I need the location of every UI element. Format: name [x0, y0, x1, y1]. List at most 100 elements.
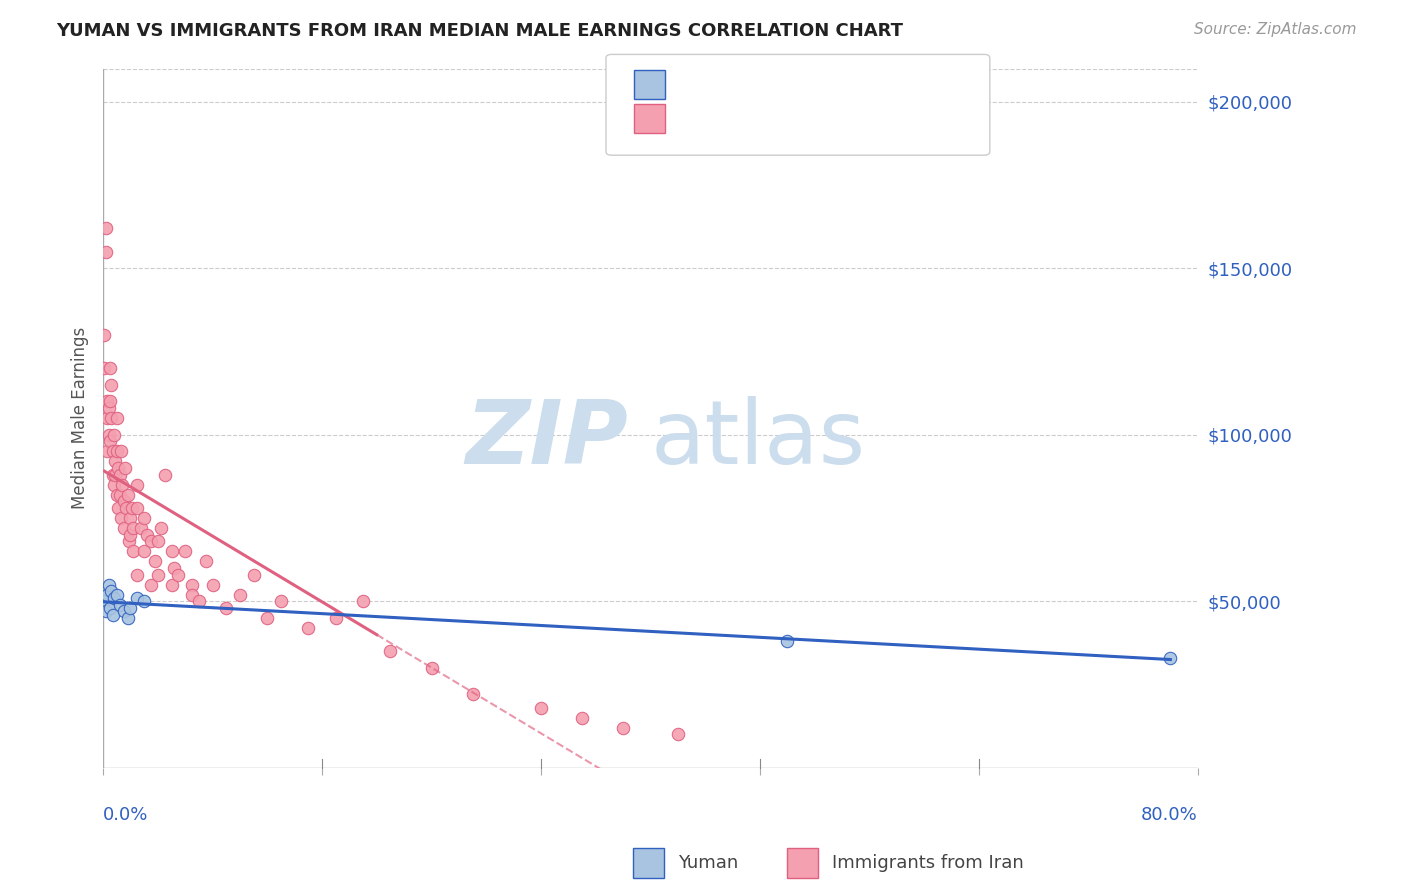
Text: ZIP: ZIP — [465, 395, 628, 483]
Point — [127, 501, 149, 516]
Point — [134, 511, 156, 525]
Point — [139, 577, 162, 591]
Point — [100, 411, 122, 425]
Point — [101, 607, 124, 622]
Point — [108, 467, 131, 482]
Point — [201, 577, 224, 591]
Point — [242, 567, 264, 582]
Point — [194, 554, 217, 568]
Text: N =: N = — [792, 76, 831, 94]
Point — [105, 588, 128, 602]
Point — [461, 688, 484, 702]
Point — [270, 594, 292, 608]
Point — [181, 577, 204, 591]
Text: -0.487: -0.487 — [710, 76, 775, 94]
Point — [325, 611, 347, 625]
Point — [96, 394, 118, 409]
Text: Immigrants from Iran: Immigrants from Iran — [832, 855, 1024, 872]
Point — [256, 611, 278, 625]
Point — [114, 461, 136, 475]
Point — [612, 721, 634, 735]
Point — [112, 521, 135, 535]
Point — [117, 488, 139, 502]
Point — [117, 611, 139, 625]
Point — [105, 444, 128, 458]
Point — [134, 594, 156, 608]
Point — [153, 467, 176, 482]
Point — [127, 477, 149, 491]
Text: N =: N = — [792, 110, 831, 128]
Point — [143, 554, 166, 568]
Point — [131, 521, 153, 535]
Point — [1159, 650, 1181, 665]
Text: atlas: atlas — [651, 395, 866, 483]
Text: YUMAN VS IMMIGRANTS FROM IRAN MEDIAN MALE EARNINGS CORRELATION CHART: YUMAN VS IMMIGRANTS FROM IRAN MEDIAN MAL… — [56, 22, 903, 40]
Point — [160, 544, 183, 558]
Point — [94, 244, 117, 259]
Point — [103, 591, 125, 605]
Point — [98, 361, 121, 376]
Text: Yuman: Yuman — [678, 855, 738, 872]
Point — [229, 588, 252, 602]
Point — [103, 477, 125, 491]
Point — [98, 394, 121, 409]
Point — [181, 588, 204, 602]
Point — [215, 600, 238, 615]
Point — [108, 598, 131, 612]
Point — [111, 477, 134, 491]
Text: 80.0%: 80.0% — [1142, 806, 1198, 824]
Point — [139, 534, 162, 549]
Point — [112, 604, 135, 618]
Point — [135, 527, 157, 541]
Point — [107, 501, 129, 516]
Point — [100, 377, 122, 392]
Point — [96, 444, 118, 458]
Point — [134, 544, 156, 558]
Point — [97, 427, 120, 442]
Point — [98, 600, 121, 615]
Point — [297, 621, 319, 635]
Point — [776, 634, 799, 648]
Point — [127, 567, 149, 582]
Point — [146, 567, 169, 582]
Text: Source: ZipAtlas.com: Source: ZipAtlas.com — [1194, 22, 1357, 37]
Text: R =: R = — [679, 76, 718, 94]
Point — [93, 361, 115, 376]
Point — [666, 727, 689, 741]
Point — [105, 411, 128, 425]
Point — [97, 401, 120, 416]
Point — [146, 534, 169, 549]
Y-axis label: Median Male Earnings: Median Male Earnings — [72, 327, 89, 509]
Text: 17: 17 — [823, 76, 848, 94]
Point — [115, 501, 138, 516]
Point — [108, 488, 131, 502]
Point — [120, 527, 142, 541]
Point — [120, 600, 142, 615]
Point — [100, 584, 122, 599]
Point — [94, 221, 117, 235]
Text: R =: R = — [679, 110, 718, 128]
Point — [121, 501, 143, 516]
Point — [98, 434, 121, 449]
Point — [96, 588, 118, 602]
Point — [104, 454, 127, 468]
Point — [93, 594, 115, 608]
Point — [110, 444, 132, 458]
Text: 0.0%: 0.0% — [103, 806, 149, 824]
Point — [103, 427, 125, 442]
Point — [118, 534, 141, 549]
Point — [163, 561, 186, 575]
Point — [94, 604, 117, 618]
Point — [122, 544, 145, 558]
Point — [104, 467, 127, 482]
Point — [110, 511, 132, 525]
Point — [107, 461, 129, 475]
Point — [127, 591, 149, 605]
Point — [120, 511, 142, 525]
Point — [96, 411, 118, 425]
Point — [160, 577, 183, 591]
Point — [167, 567, 190, 582]
Point — [530, 700, 553, 714]
Point — [101, 467, 124, 482]
Point — [174, 544, 197, 558]
